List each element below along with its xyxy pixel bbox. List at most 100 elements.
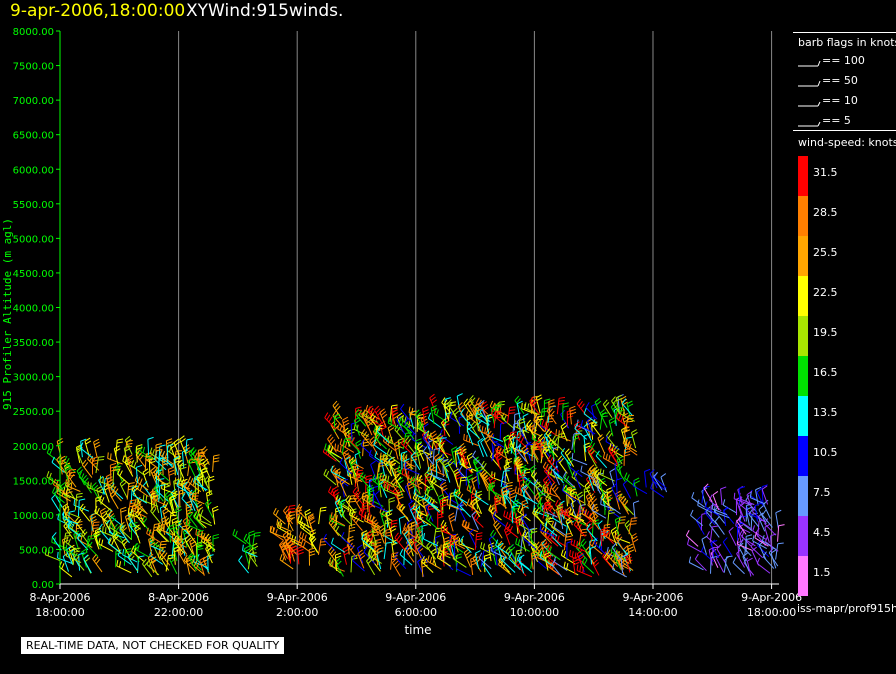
barb-flag — [139, 454, 144, 461]
wind-barb — [341, 437, 351, 455]
barb-flag — [463, 433, 465, 441]
barb-flag — [213, 454, 220, 457]
wind-barb — [159, 547, 171, 566]
barb-flag — [164, 502, 169, 509]
wind-barb — [557, 455, 568, 474]
wind-barb — [152, 523, 161, 541]
barb-staff — [530, 468, 537, 484]
barb-flag — [65, 467, 71, 472]
barb-flag — [131, 503, 138, 507]
barb-flag — [280, 544, 287, 549]
barb-flag — [74, 516, 80, 522]
wind-barb — [297, 545, 304, 565]
barb-flag — [606, 487, 613, 491]
barb-flag — [127, 507, 130, 514]
barb-flag — [393, 415, 399, 420]
barb-flag — [180, 463, 187, 467]
wind-barb — [134, 524, 141, 544]
barb-flag — [542, 407, 549, 410]
barb-staff — [76, 537, 89, 551]
wind-barb — [176, 480, 192, 495]
barb-flag — [390, 418, 393, 425]
wind-barb — [243, 533, 257, 551]
barb-flag — [173, 478, 180, 482]
barb-flag — [328, 486, 332, 493]
wind-barb — [243, 545, 251, 565]
barb-flag — [367, 558, 373, 564]
barb-flag — [288, 507, 295, 510]
barb-staff — [173, 459, 179, 476]
barb-flag — [177, 459, 183, 465]
barb-flag — [616, 394, 622, 399]
barb-flag — [201, 467, 208, 471]
barb-flag — [411, 433, 415, 440]
barb-flag — [343, 427, 349, 433]
barb-flag — [49, 448, 53, 455]
barb-flag — [421, 524, 428, 527]
barb-flag — [505, 511, 509, 518]
barb-flag — [565, 484, 568, 491]
wind-barb — [188, 448, 200, 467]
wind-barb — [166, 443, 174, 463]
barb-flag — [408, 406, 411, 413]
barb-staff — [450, 417, 465, 427]
barb-flag — [95, 530, 102, 535]
barb-staff — [62, 533, 67, 550]
barb-flag — [51, 456, 55, 463]
barb-flag — [601, 415, 608, 418]
barb-staff — [132, 494, 148, 504]
barb-flag — [330, 465, 334, 472]
barb-flag — [627, 543, 634, 547]
wind-barb — [68, 544, 76, 564]
barb-flag — [508, 513, 511, 520]
wind-barb — [269, 526, 286, 539]
barb-flag — [160, 524, 163, 531]
barb-staff — [331, 543, 346, 553]
barb-flag — [156, 494, 159, 501]
barb-flag — [96, 485, 103, 490]
barb-staff — [498, 564, 512, 575]
wind-barb — [126, 482, 135, 500]
barb-flag — [290, 551, 297, 555]
barb-flag — [213, 457, 220, 460]
barb-flag — [550, 410, 555, 417]
barb-flag — [582, 541, 587, 547]
barb-flag — [125, 551, 132, 554]
wind-barb — [197, 507, 212, 524]
barb-flag — [553, 446, 560, 450]
barb-flag — [438, 493, 444, 498]
barb-flag — [190, 450, 196, 457]
barb-flag — [197, 507, 202, 514]
barb-staff — [323, 538, 336, 551]
barb-flag — [137, 544, 140, 551]
barb-flag — [329, 514, 331, 521]
barb-flag — [608, 455, 611, 462]
barb-flag — [516, 515, 523, 519]
barb-flag — [552, 484, 557, 490]
barb-flag — [65, 457, 70, 464]
barb-flag — [342, 419, 349, 424]
barb-staff — [399, 554, 413, 566]
barb-flag — [174, 460, 181, 463]
barb-flag — [293, 536, 297, 543]
barb-flag — [475, 550, 481, 554]
barb-flag — [413, 487, 416, 494]
barb-staff — [146, 564, 160, 576]
barb-flag — [475, 514, 480, 521]
barb-flag — [446, 526, 448, 534]
barb-flag — [429, 462, 432, 470]
barb-flag — [289, 532, 292, 539]
barb-staff — [98, 528, 110, 542]
barb-flag — [195, 473, 200, 479]
barb-flag — [56, 487, 60, 494]
barb-flag — [391, 519, 398, 522]
barb-flag — [465, 551, 471, 556]
barb-flag — [630, 523, 637, 525]
barb-flag — [489, 400, 494, 407]
barb-flag — [289, 514, 296, 517]
wind-barb — [199, 556, 207, 576]
barb-staff — [580, 425, 596, 435]
barb-flag — [121, 482, 127, 487]
barb-flag — [107, 452, 109, 459]
